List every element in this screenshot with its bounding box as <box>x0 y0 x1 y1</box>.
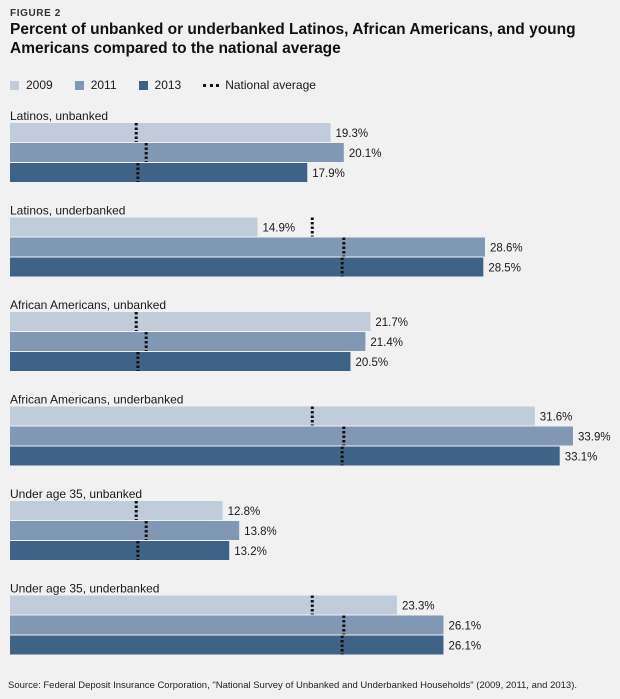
group-label-under-age-35-unbanked: Under age 35, unbanked <box>10 487 142 501</box>
bar-latinos-underbanked-2011 <box>10 237 485 257</box>
bar-african-americans-underbanked-2011 <box>10 426 573 446</box>
value-label-african-americans-unbanked-2011: 21.4% <box>370 337 403 349</box>
value-label-latinos-underbanked-2013: 28.5% <box>488 263 521 275</box>
legend-swatch-2013 <box>138 80 148 90</box>
bar-latinos-underbanked-2009 <box>10 217 258 237</box>
bar-under-age-35-underbanked-2009 <box>10 595 397 615</box>
value-label-african-americans-underbanked-2009: 31.6% <box>540 412 573 424</box>
bar-latinos-unbanked-2011 <box>10 143 344 162</box>
bar-african-americans-unbanked-2013 <box>10 352 351 371</box>
bar-under-age-35-underbanked-2011 <box>10 615 444 635</box>
value-label-latinos-underbanked-2009: 14.9% <box>262 223 295 235</box>
bar-african-americans-unbanked-2011 <box>10 332 366 351</box>
legend-label-2013: 2013 <box>154 78 182 92</box>
legend-swatch-2009 <box>10 80 19 90</box>
group-label-african-americans-unbanked: African Americans, unbanked <box>10 298 166 312</box>
legend-item-2013: 2013 <box>138 78 182 92</box>
value-label-under-age-35-unbanked-2009: 12.8% <box>228 506 261 518</box>
value-label-latinos-unbanked-2013: 17.9% <box>312 168 345 180</box>
value-label-african-americans-unbanked-2009: 21.7% <box>375 317 408 329</box>
value-label-under-age-35-unbanked-2013: 13.2% <box>234 546 267 558</box>
group-label-african-americans-underbanked: African Americans, underbanked <box>10 393 183 407</box>
group-label-latinos-unbanked: Latinos, unbanked <box>10 109 108 123</box>
bar-under-age-35-unbanked-2011 <box>10 521 240 540</box>
bar-african-americans-unbanked-2009 <box>10 312 371 331</box>
bar-african-americans-underbanked-2013 <box>10 446 560 466</box>
group-label-latinos-underbanked: Latinos, underbanked <box>10 204 125 218</box>
legend-label-national-average: National average <box>225 78 316 92</box>
legend-label-2011: 2011 <box>90 78 117 92</box>
bar-african-americans-underbanked-2009 <box>10 406 535 426</box>
value-label-under-age-35-underbanked-2011: 26.1% <box>448 621 481 633</box>
value-label-under-age-35-underbanked-2009: 23.3% <box>402 601 435 613</box>
chart-title: Percent of unbanked or underbanked Latin… <box>10 21 576 57</box>
bar-latinos-unbanked-2009 <box>10 123 331 142</box>
national-average-dash-icon <box>203 83 220 87</box>
bar-under-age-35-unbanked-2009 <box>10 501 223 520</box>
group-label-under-age-35-underbanked: Under age 35, underbanked <box>10 582 159 596</box>
bar-under-age-35-unbanked-2013 <box>10 541 230 560</box>
value-label-latinos-unbanked-2009: 19.3% <box>336 128 369 140</box>
legend-swatch-2011 <box>74 80 84 90</box>
legend-item-2009: 2009 <box>10 78 53 92</box>
legend: 2009 2011 2013 National average <box>10 78 338 92</box>
legend-label-2009: 2009 <box>26 78 53 92</box>
value-label-african-americans-unbanked-2013: 20.5% <box>355 357 388 369</box>
value-label-african-americans-underbanked-2011: 33.9% <box>578 432 611 444</box>
legend-item-national-average: National average <box>203 78 316 92</box>
legend-item-2011: 2011 <box>74 78 117 92</box>
bar-latinos-underbanked-2013 <box>10 257 484 277</box>
value-label-african-americans-underbanked-2013: 33.1% <box>565 452 598 464</box>
bar-under-age-35-underbanked-2013 <box>10 635 444 655</box>
value-label-under-age-35-underbanked-2013: 26.1% <box>448 641 481 653</box>
figure-label: FIGURE 2 <box>10 8 61 19</box>
value-label-under-age-35-unbanked-2011: 13.8% <box>244 526 277 538</box>
value-label-latinos-unbanked-2011: 20.1% <box>349 148 382 160</box>
bar-latinos-unbanked-2013 <box>10 163 308 182</box>
value-label-latinos-underbanked-2011: 28.6% <box>490 243 523 255</box>
source-note: Source: Federal Deposit Insurance Corpor… <box>8 680 578 691</box>
